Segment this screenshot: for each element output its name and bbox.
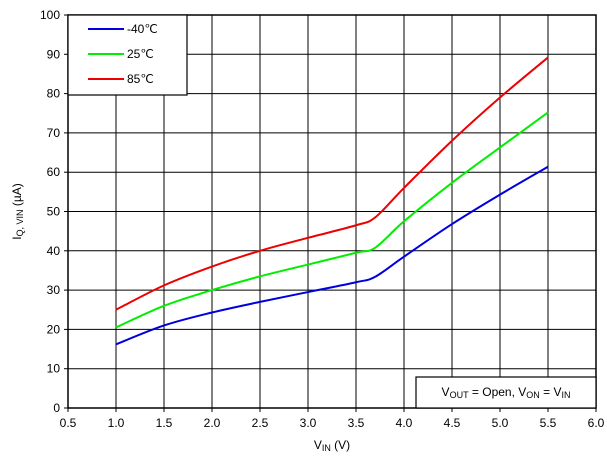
x-tick-label: 0.5 [60, 416, 77, 430]
y-tick-label: 40 [47, 244, 61, 258]
legend-label: 25℃ [127, 47, 154, 61]
annotation-box: VOUT = Open, VON = VIN [415, 376, 597, 409]
legend-label: 85℃ [127, 72, 154, 86]
x-tick-label: 4.0 [396, 416, 413, 430]
legend-label: -40℃ [127, 22, 158, 36]
series-line [115, 165, 549, 346]
annotation-frame [415, 376, 597, 409]
y-tick-label: 60 [47, 165, 61, 179]
x-tick-label: 1.0 [108, 416, 125, 430]
y-tick-label: 70 [47, 126, 61, 140]
x-tick-label: 2.5 [252, 416, 269, 430]
x-axis-ticks: 0.5 1.0 1.5 2.0 2.5 3.0 3.5 4.0 4.5 5.0 5.5 6.0 [60, 408, 605, 430]
x-tick-label: 3.0 [300, 416, 317, 430]
y-axis-title: IQ, VIN (µA) [10, 183, 25, 240]
series-layer [115, 56, 549, 346]
x-tick-label: 1.5 [156, 416, 173, 430]
x-tick-label: 5.5 [540, 416, 557, 430]
series-line [115, 111, 549, 329]
y-tick-label: 50 [47, 205, 61, 219]
y-tick-label: 0 [53, 401, 60, 415]
y-tick-label: 10 [47, 362, 61, 376]
y-tick-label: 30 [47, 283, 61, 297]
annotation-text: VOUT = Open, VON = VIN [442, 385, 571, 400]
legend: -40℃ 25℃ 85℃ [67, 14, 188, 96]
x-tick-label: 4.5 [444, 416, 461, 430]
series-line [115, 56, 549, 311]
x-tick-label: 2.0 [204, 416, 221, 430]
x-tick-label: 3.5 [348, 416, 365, 430]
y-tick-label: 80 [47, 87, 61, 101]
x-tick-label: 6.0 [588, 416, 605, 430]
y-tick-label: 100 [40, 8, 60, 22]
legend-box [67, 14, 188, 96]
y-tick-label: 20 [47, 322, 61, 336]
x-tick-label: 5.0 [492, 416, 509, 430]
x-axis-title: VIN (V) [314, 438, 350, 453]
y-tick-label: 90 [47, 47, 61, 61]
y-axis-ticks: 0 10 20 30 40 50 60 70 80 90 100 [40, 8, 68, 415]
